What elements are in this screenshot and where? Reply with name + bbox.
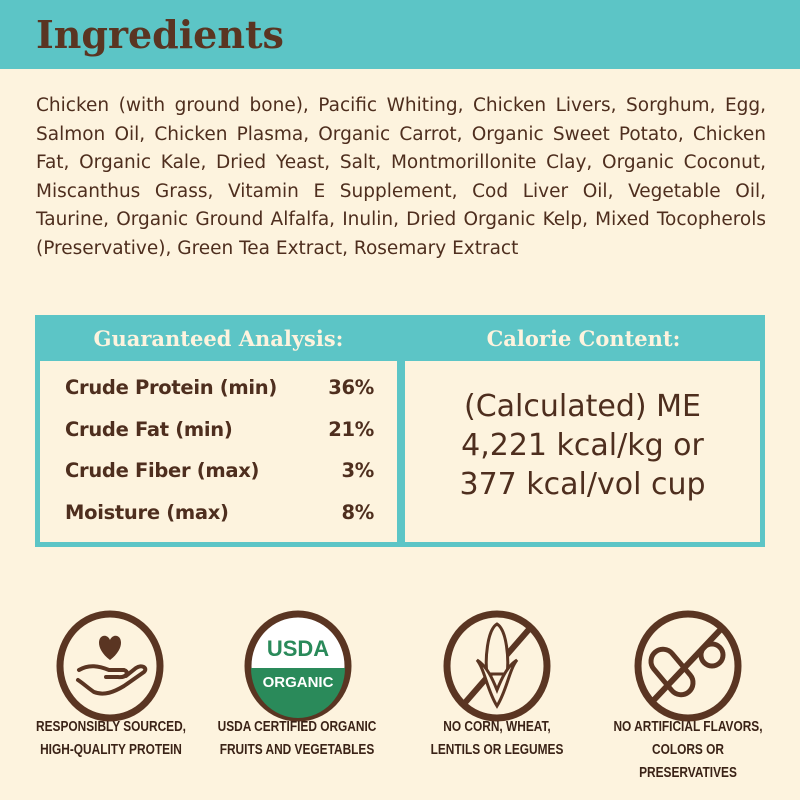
header-band xyxy=(0,0,800,69)
analysis-row: Crude Fiber (max) 3% xyxy=(40,450,397,492)
ingredients-list: Chicken (with ground bone), Pacific Whit… xyxy=(36,95,766,259)
row-value: 36% xyxy=(328,376,374,400)
calorie-line: 377 kcal/vol cup xyxy=(459,467,706,502)
page-title: Ingredients xyxy=(36,12,284,57)
calorie-content: Calorie Content: (Calculated) ME 4,221 k… xyxy=(402,315,765,547)
seal-top-text: USDA xyxy=(267,636,329,661)
badge-label-line: FRUITS AND VEGETABLES xyxy=(219,742,375,758)
row-label: Crude Protein (min) xyxy=(65,376,277,400)
badge-label-line: NO ARTIFICIAL FLAVORS, xyxy=(613,719,763,735)
row-value: 3% xyxy=(341,459,374,483)
heart-hand-icon xyxy=(56,610,164,722)
row-label: Crude Fiber (max) xyxy=(65,459,260,483)
row-label: Crude Fat (min) xyxy=(65,417,233,441)
calorie-heading: Calorie Content: xyxy=(486,325,681,351)
calorie-cell: (Calculated) ME 4,221 kcal/kg or 377 kca… xyxy=(405,361,760,542)
calorie-line: (Calculated) ME xyxy=(464,389,701,424)
badge-label: NO ARTIFICIAL FLAVORS, COLORS OR PRESERVA… xyxy=(606,716,770,785)
row-label: Moisture (max) xyxy=(65,500,229,524)
badge-label-line: COLORS OR PRESERVATIVES xyxy=(639,742,737,781)
badge-label-line: LENTILS OR LEGUMES xyxy=(430,742,564,758)
row-value: 8% xyxy=(341,500,374,524)
badge-label-line: NO CORN, WHEAT, xyxy=(443,719,551,735)
seal-bottom-text: ORGANIC xyxy=(263,674,334,691)
badge-label-line: HIGH-QUALITY PROTEIN xyxy=(40,742,182,758)
badge-label: RESPONSIBLY SOURCED, HIGH-QUALITY PROTEIN xyxy=(29,716,193,762)
calorie-text: (Calculated) ME 4,221 kcal/kg or 377 kca… xyxy=(405,361,760,504)
guaranteed-analysis: Guaranteed Analysis: Crude Protein (min)… xyxy=(35,315,402,547)
row-value: 21% xyxy=(328,417,374,441)
calorie-line: 4,221 kcal/kg or xyxy=(461,428,704,463)
badge-label-line: USDA CERTIFIED ORGANIC xyxy=(217,719,377,735)
no-pill-icon xyxy=(634,610,742,722)
badge-label: USDA CERTIFIED ORGANIC FRUITS AND VEGETAB… xyxy=(215,716,379,762)
analysis-heading: Guaranteed Analysis: xyxy=(93,325,344,351)
analysis-row: Moisture (max) 8% xyxy=(40,492,397,534)
usda-organic-seal: USDA ORGANIC xyxy=(244,610,352,722)
analysis-row: Crude Protein (min) 36% xyxy=(40,367,397,409)
badge-label-line: RESPONSIBLY SOURCED, xyxy=(35,719,186,735)
nutrition-table: Guaranteed Analysis: Crude Protein (min)… xyxy=(35,315,765,547)
badge-label: NO CORN, WHEAT, LENTILS OR LEGUMES xyxy=(415,716,579,762)
analysis-cell: Crude Protein (min) 36% Crude Fat (min) 21… xyxy=(40,361,397,542)
no-corn-icon xyxy=(443,610,551,722)
analysis-row: Crude Fat (min) 21% xyxy=(40,409,397,451)
